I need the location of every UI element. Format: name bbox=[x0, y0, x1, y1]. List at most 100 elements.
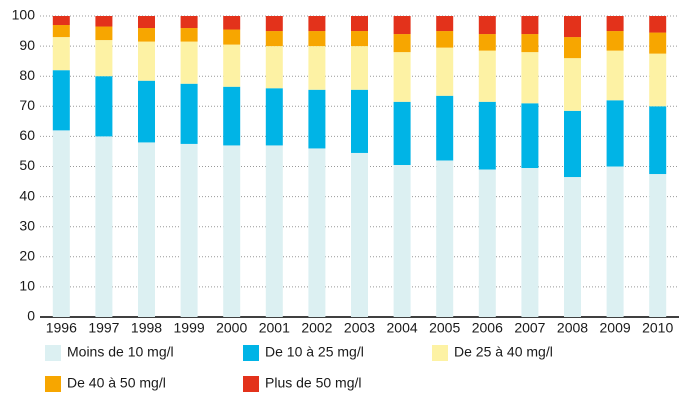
bar-segment bbox=[521, 16, 539, 35]
bar-segment bbox=[478, 16, 496, 35]
bar-segment bbox=[521, 34, 539, 53]
bar-segment bbox=[95, 136, 113, 317]
legend-swatch bbox=[45, 345, 61, 361]
bar-segment bbox=[564, 110, 581, 178]
legend-label: De 25 à 40 mg/l bbox=[454, 344, 553, 360]
bar-segment bbox=[436, 31, 454, 48]
bar-segment bbox=[436, 160, 454, 317]
bar-segment bbox=[564, 16, 581, 38]
x-tick-label: 1999 bbox=[174, 320, 205, 336]
bar-segment bbox=[436, 16, 454, 32]
bar-segment bbox=[265, 88, 283, 146]
bar-segment bbox=[521, 168, 539, 317]
legend-label: De 40 à 50 mg/l bbox=[67, 375, 166, 391]
bar-segment bbox=[52, 130, 70, 317]
bar-segment bbox=[180, 143, 198, 317]
bar-segment bbox=[52, 70, 70, 131]
bar-segment bbox=[138, 28, 155, 42]
bar-segment bbox=[351, 152, 368, 317]
bar-segment bbox=[95, 40, 113, 77]
x-tick-label: 2003 bbox=[344, 320, 375, 336]
bar-segment bbox=[606, 100, 624, 167]
bar-segment bbox=[223, 16, 241, 30]
bar-segment bbox=[478, 169, 496, 317]
y-tick-label: 0 bbox=[27, 308, 35, 324]
x-tick-label: 2000 bbox=[216, 320, 247, 336]
bar-segment bbox=[393, 52, 411, 102]
bar-segment bbox=[265, 46, 283, 89]
legend-label: Plus de 50 mg/l bbox=[265, 375, 362, 391]
bar-segment bbox=[223, 145, 241, 317]
bar-segment bbox=[95, 26, 113, 41]
bar-segment bbox=[138, 80, 155, 143]
bar-segment bbox=[351, 31, 368, 47]
bar-segment bbox=[308, 16, 326, 32]
y-tick-label: 50 bbox=[19, 157, 35, 173]
bar-segment bbox=[606, 50, 624, 101]
x-tick-label: 1998 bbox=[131, 320, 162, 336]
bar-segment bbox=[606, 16, 624, 32]
bar-segment bbox=[478, 34, 496, 51]
bar-segment bbox=[180, 16, 198, 29]
bar-segment bbox=[393, 101, 411, 165]
bar-segment bbox=[606, 31, 624, 51]
legend-swatch bbox=[243, 345, 259, 361]
bar-segment bbox=[138, 16, 155, 29]
x-tick-label: 1997 bbox=[88, 320, 119, 336]
y-tick-label: 20 bbox=[19, 248, 35, 264]
bar-segment bbox=[436, 47, 454, 96]
bar-segment bbox=[649, 53, 667, 107]
bar-segment bbox=[649, 174, 667, 317]
bar-segment bbox=[649, 32, 667, 54]
y-tick-label: 10 bbox=[19, 278, 35, 294]
bar-segment bbox=[478, 101, 496, 170]
y-tick-label: 70 bbox=[19, 97, 35, 113]
bar-segment bbox=[223, 86, 241, 146]
bar-segment bbox=[308, 31, 326, 47]
bar-segment bbox=[180, 83, 198, 144]
bar-segment bbox=[223, 29, 241, 45]
legend-swatch bbox=[45, 376, 61, 392]
legend-label: De 10 à 25 mg/l bbox=[265, 344, 364, 360]
bar-segment bbox=[564, 177, 581, 317]
bar-segment bbox=[521, 103, 539, 169]
bar-segment bbox=[564, 58, 581, 111]
x-tick-label: 2005 bbox=[429, 320, 460, 336]
bar-segment bbox=[52, 37, 70, 71]
bar-segment bbox=[393, 34, 411, 53]
bar-segment bbox=[393, 164, 411, 317]
bar-segment bbox=[351, 89, 368, 153]
bar-segment bbox=[95, 76, 113, 137]
y-tick-label: 90 bbox=[19, 37, 35, 53]
bar-segment bbox=[521, 52, 539, 104]
legend-swatch bbox=[243, 376, 259, 392]
x-tick-label: 1996 bbox=[46, 320, 77, 336]
y-tick-label: 40 bbox=[19, 187, 35, 203]
bar-segment bbox=[265, 16, 283, 32]
bar-segment bbox=[649, 16, 667, 33]
bar-segment bbox=[308, 148, 326, 317]
bar-segment bbox=[138, 41, 155, 81]
bar-segment bbox=[52, 16, 70, 26]
bar-segment bbox=[52, 25, 70, 38]
bar-segment bbox=[95, 16, 113, 27]
y-tick-label: 60 bbox=[19, 127, 35, 143]
bar-segment bbox=[351, 46, 368, 90]
bar-segment bbox=[308, 46, 326, 90]
bar-segment bbox=[564, 37, 581, 59]
x-tick-label: 2010 bbox=[642, 320, 673, 336]
x-tick-label: 2008 bbox=[557, 320, 588, 336]
bar-segment bbox=[223, 44, 241, 87]
bar-segment bbox=[393, 16, 411, 35]
legend-label: Moins de 10 mg/l bbox=[67, 344, 174, 360]
bar-segment bbox=[606, 166, 624, 317]
bar-segment bbox=[649, 106, 667, 175]
x-tick-label: 2002 bbox=[301, 320, 332, 336]
x-tick-label: 2004 bbox=[387, 320, 418, 336]
bar-segment bbox=[436, 95, 454, 161]
bar-segment bbox=[180, 28, 198, 42]
x-tick-label: 2006 bbox=[472, 320, 503, 336]
y-tick-label: 80 bbox=[19, 67, 35, 83]
x-tick-label: 2001 bbox=[259, 320, 290, 336]
